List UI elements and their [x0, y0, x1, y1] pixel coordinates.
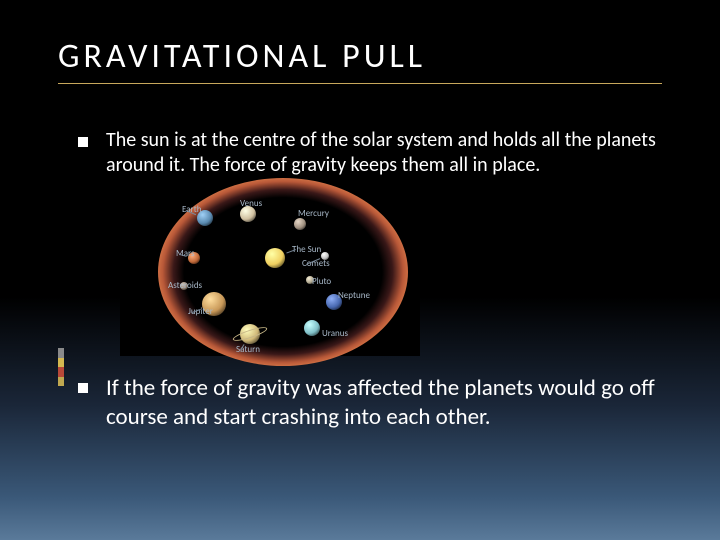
- planet-label: Pluto: [312, 276, 331, 287]
- planet-label: Mercury: [298, 208, 329, 219]
- slide-content: The sun is at the centre of the solar sy…: [62, 128, 662, 440]
- planet-mercury: [294, 218, 306, 230]
- slide-title-block: GRAVITATIONAL PULL: [58, 36, 658, 84]
- planet-label: Mars: [176, 248, 195, 259]
- planet-uranus: [304, 320, 320, 336]
- bullet-text: If the force of gravity was affected the…: [106, 374, 662, 432]
- solar-system-diagram: EarthVenusMercuryMarsThe SunCometsAstero…: [120, 186, 420, 356]
- title-underline: [58, 83, 662, 84]
- bullet-marker-icon: [78, 383, 88, 393]
- bullet-item: The sun is at the centre of the solar sy…: [62, 128, 662, 178]
- bullet-marker-icon: [78, 137, 88, 147]
- planet-label: The Sun: [292, 244, 321, 255]
- planet-label: Asteroids: [168, 280, 202, 291]
- bullet-text: The sun is at the centre of the solar sy…: [106, 128, 662, 178]
- slide-title: GRAVITATIONAL PULL: [58, 36, 658, 77]
- planet-label: Uranus: [322, 328, 348, 339]
- planet-the-sun: [265, 248, 285, 268]
- planet-label: Neptune: [338, 290, 370, 301]
- planet-label: Venus: [240, 198, 262, 209]
- bullet-item: If the force of gravity was affected the…: [62, 374, 662, 432]
